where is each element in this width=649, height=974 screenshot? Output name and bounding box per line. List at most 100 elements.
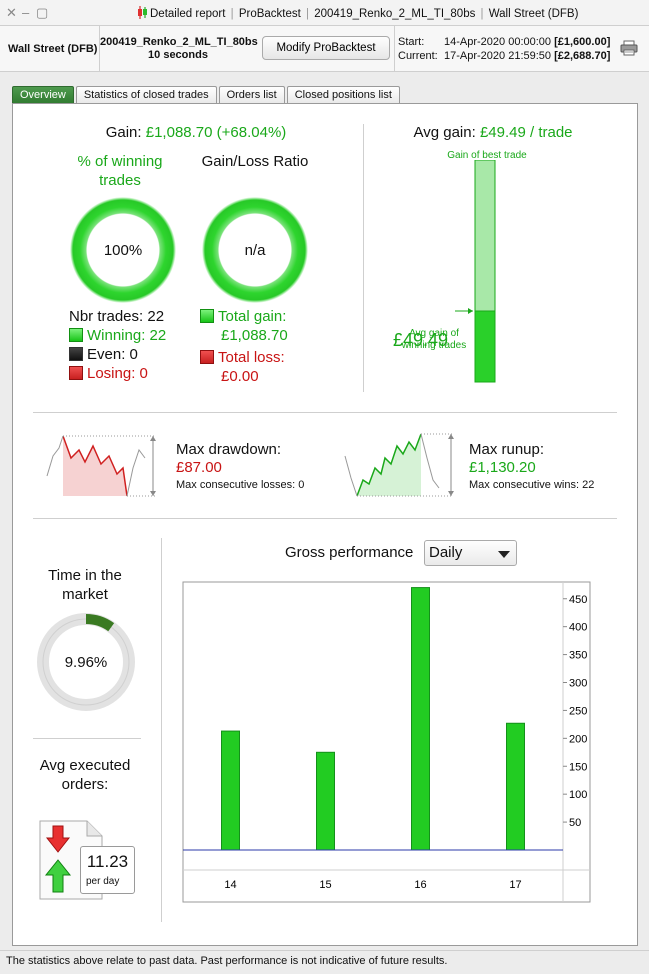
gross-performance-chart: 50 100 150 200 250 300 350 400 450 14 15 16 17 [182,581,591,903]
chart-xtick-label: 14 [224,879,236,891]
chart-ytick-label: 300 [569,678,587,690]
drawdown-sparkline-icon [46,435,156,497]
total-gain-value: £1,088.70 [221,327,288,344]
chart-frame [182,581,591,903]
avg-trade-bar [474,310,496,383]
report-header: Wall Street (DFB) 200419_Renko_2_ML_TI_8… [0,26,649,72]
row-divider-2 [33,518,617,519]
backtest-duration: 10 seconds [148,49,208,61]
sell-arrow-icon [45,825,71,853]
chart-ytick-label: 250 [569,705,587,717]
gain-label: Gain: [105,124,142,141]
avg-gain-label: Avg gain: [413,124,476,141]
chart-xtick-label: 17 [509,879,521,891]
modify-probacktest-button[interactable]: Modify ProBacktest [262,36,390,60]
current-date: 17-Apr-2020 21:59:50 [444,50,552,62]
current-value: [£2,688.70] [554,50,611,62]
chevron-down-icon [498,551,510,558]
tab-overview[interactable]: Overview [12,86,74,104]
drawdown-value: £87.00 [176,459,222,476]
chart-ytick-label: 150 [569,761,587,773]
runup-sparkline-icon [344,433,454,497]
total-loss-value: £0.00 [221,368,259,385]
avg-orders-box: 11.23 per day [80,846,135,894]
disclaimer: The statistics above relate to past data… [6,955,448,967]
gain-summary: Gain: £1,088.70 (+68.04%) [81,124,311,141]
tab-statistics[interactable]: Statistics of closed trades [75,86,217,104]
avg-gain-marker: £49.49 [393,330,449,350]
system-name: 200419_Renko_2_ML_TI_80bs [100,36,258,48]
chart-ytick-label: 50 [569,817,581,829]
row-divider-1 [33,412,617,413]
drawdown-sub: Max consecutive losses: 0 [176,479,305,491]
losing-count: Losing: 0 [87,365,148,382]
winning-pct-donut: 100% [70,197,176,303]
instrument-name: Wall Street (DFB) [4,26,100,71]
period-selected: Daily [429,544,463,561]
start-date: 14-Apr-2020 00:00:00 [444,36,552,48]
overview-panel: Gain: £1,088.70 (+68.04%) % of winning t… [12,103,638,946]
period-select[interactable]: Daily [424,540,517,566]
best-trade-label: Gain of best trade [447,150,527,161]
winning-count: Winning: 22 [87,327,167,344]
avg-orders-title: Avg executed orders: [39,757,131,793]
total-gain-label: Total gain: [218,308,287,325]
tab-bar: Overview Statistics of closed trades Ord… [12,86,402,104]
runup-title: Max runup: [469,441,545,458]
chart-ytick-label: 100 [569,789,587,801]
gain-value: £1,088.70 (+68.04%) [145,124,287,141]
gain-loss-donut: n/a [202,197,308,303]
minimize-icon[interactable]: – [22,5,30,20]
time-in-market-title: Time in the market [48,567,122,603]
even-count: Even: 0 [87,346,138,363]
date-range: Start: 14-Apr-2020 00:00:00 [£1,600.00] C… [398,35,610,63]
start-value: [£1,600.00] [554,36,611,48]
winning-pct-title: % of winning trades [77,153,163,189]
title-item-probacktest: ProBacktest [238,8,301,20]
avg-gain-bar [455,160,496,383]
losing-swatch-icon [69,366,83,380]
gain-loss-totals: Total gain: £1,088.70 Total loss: £0.00 [200,307,288,386]
time-in-market-ring [37,613,135,711]
tab-orders-list[interactable]: Orders list [218,86,285,104]
avg-gain-summary: Avg gain: £49.49 / trade [393,124,593,141]
chart-xtick-label: 15 [319,879,331,891]
title-bar: ✕ – ▢ Detailed report | ProBacktest | 20… [0,0,649,26]
chart-ytick-label: 350 [569,650,587,662]
even-swatch-icon [69,347,83,361]
column-divider [161,538,162,922]
chart-bar-16 [411,587,430,851]
close-icon[interactable]: ✕ [6,5,17,20]
candlestick-icon [137,6,147,19]
chart-bar-17 [506,722,525,851]
print-icon[interactable] [620,40,638,56]
title-item-system: 200419_Renko_2_ML_TI_80bs [314,8,476,20]
tab-closed-positions[interactable]: Closed positions list [286,86,400,104]
section-divider [363,124,364,392]
winning-pct-value: 100% [103,241,143,259]
system-info: 200419_Renko_2_ML_TI_80bs 10 seconds [100,36,258,62]
runup-value: £1,130.20 [469,459,536,476]
total-gain-swatch-icon [200,309,214,323]
title-item-instrument: Wall Street (DFB) [488,8,579,20]
time-in-market-arc [85,614,115,632]
drawdown-title: Max drawdown: [176,441,282,458]
buy-arrow-icon [44,859,72,893]
footer-divider [0,950,649,951]
current-label: Current: [398,50,438,62]
title-item-report: Detailed report [150,8,226,20]
avg-gain-marker-label: Avg gain of winning trades [401,328,467,351]
window-title: Detailed report | ProBacktest | 200419_R… [137,6,578,20]
avg-orders-value: 11.23 [86,852,129,871]
gross-performance-title: Gross performance [285,544,414,561]
winning-swatch-icon [69,328,83,342]
maximize-icon[interactable]: ▢ [36,5,49,20]
time-in-market-value: 9.96% [64,653,108,671]
total-loss-swatch-icon [200,350,214,364]
chart-xtick-label: 16 [414,879,426,891]
gain-loss-title: Gain/Loss Ratio [201,153,309,170]
chart-bar-14 [221,730,240,851]
avg-gain-arrow-head [468,308,473,314]
start-label: Start: [398,36,425,48]
nbr-trades: Nbr trades: 22 [69,308,165,325]
